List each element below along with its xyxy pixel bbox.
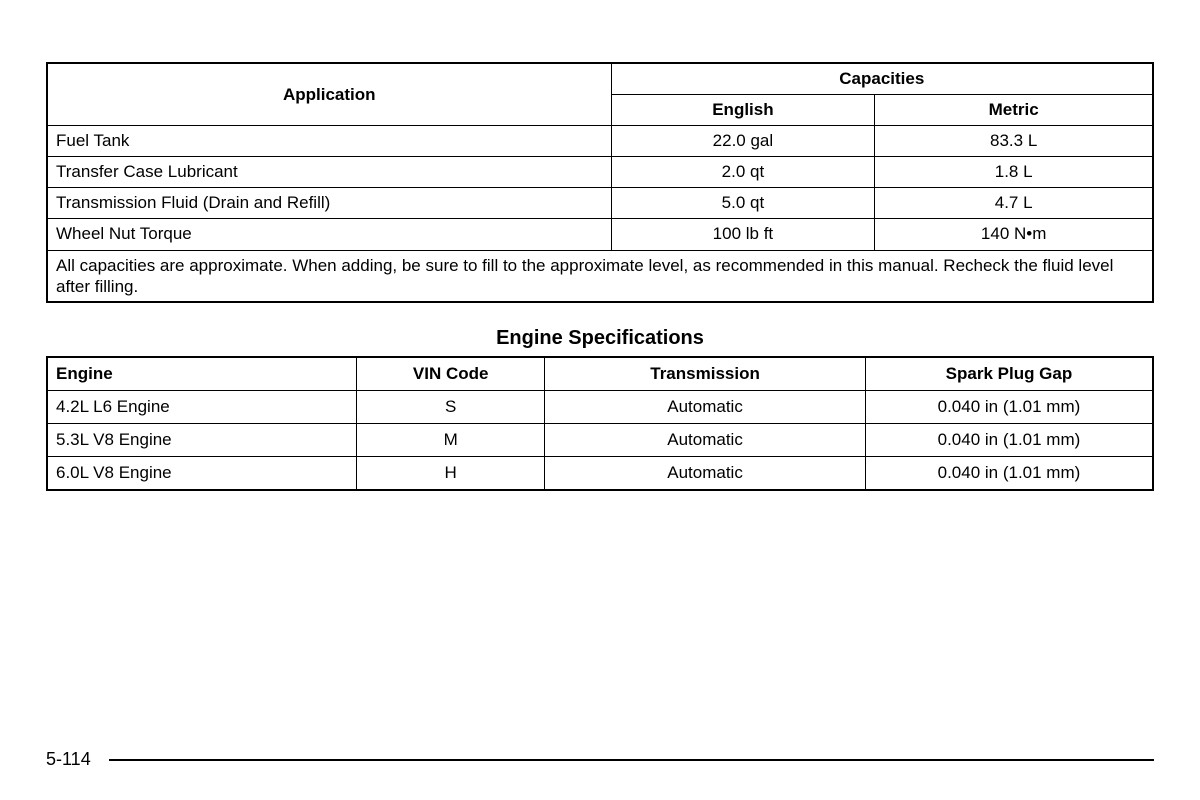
cell-vin: S xyxy=(357,391,545,424)
capacities-table: Application Capacities English Metric Fu… xyxy=(46,62,1154,303)
page-content: Application Capacities English Metric Fu… xyxy=(46,62,1154,491)
cell-application: Transfer Case Lubricant xyxy=(47,157,611,188)
page-number: 5-114 xyxy=(46,749,91,770)
cell-english: 2.0 qt xyxy=(611,157,875,188)
cell-metric: 140 N•m xyxy=(875,219,1153,250)
cell-metric: 4.7 L xyxy=(875,188,1153,219)
cell-english: 100 lb ft xyxy=(611,219,875,250)
table-row: 4.2L L6 Engine S Automatic 0.040 in (1.0… xyxy=(47,391,1153,424)
cell-transmission: Automatic xyxy=(545,424,866,457)
cell-english: 5.0 qt xyxy=(611,188,875,219)
cell-application: Transmission Fluid (Drain and Refill) xyxy=(47,188,611,219)
footnote: All capacities are approximate. When add… xyxy=(47,250,1153,302)
engine-spec-title: Engine Specifications xyxy=(46,327,1154,350)
cell-spark: 0.040 in (1.01 mm) xyxy=(865,424,1153,457)
table-row: 6.0L V8 Engine H Automatic 0.040 in (1.0… xyxy=(47,457,1153,491)
engine-spec-table: Engine VIN Code Transmission Spark Plug … xyxy=(46,356,1154,491)
page-footer: 5-114 xyxy=(46,749,1154,770)
cell-english: 22.0 gal xyxy=(611,126,875,157)
table-row: Transmission Fluid (Drain and Refill) 5.… xyxy=(47,188,1153,219)
header-transmission: Transmission xyxy=(545,357,866,391)
cell-vin: H xyxy=(357,457,545,491)
header-engine: Engine xyxy=(47,357,357,391)
cell-vin: M xyxy=(357,424,545,457)
table-row: Transfer Case Lubricant 2.0 qt 1.8 L xyxy=(47,157,1153,188)
cell-engine: 5.3L V8 Engine xyxy=(47,424,357,457)
header-application: Application xyxy=(47,63,611,126)
cell-spark: 0.040 in (1.01 mm) xyxy=(865,457,1153,491)
table-footnote-row: All capacities are approximate. When add… xyxy=(47,250,1153,302)
table-header-row: Engine VIN Code Transmission Spark Plug … xyxy=(47,357,1153,391)
cell-metric: 83.3 L xyxy=(875,126,1153,157)
cell-application: Wheel Nut Torque xyxy=(47,219,611,250)
cell-application: Fuel Tank xyxy=(47,126,611,157)
header-vin: VIN Code xyxy=(357,357,545,391)
cell-engine: 6.0L V8 Engine xyxy=(47,457,357,491)
table-header-row: Application Capacities xyxy=(47,63,1153,95)
header-capacities: Capacities xyxy=(611,63,1153,95)
table-row: 5.3L V8 Engine M Automatic 0.040 in (1.0… xyxy=(47,424,1153,457)
cell-transmission: Automatic xyxy=(545,391,866,424)
header-english: English xyxy=(611,95,875,126)
table-row: Fuel Tank 22.0 gal 83.3 L xyxy=(47,126,1153,157)
header-metric: Metric xyxy=(875,95,1153,126)
table-row: Wheel Nut Torque 100 lb ft 140 N•m xyxy=(47,219,1153,250)
cell-transmission: Automatic xyxy=(545,457,866,491)
footer-rule xyxy=(109,759,1154,761)
header-spark: Spark Plug Gap xyxy=(865,357,1153,391)
cell-engine: 4.2L L6 Engine xyxy=(47,391,357,424)
cell-metric: 1.8 L xyxy=(875,157,1153,188)
cell-spark: 0.040 in (1.01 mm) xyxy=(865,391,1153,424)
